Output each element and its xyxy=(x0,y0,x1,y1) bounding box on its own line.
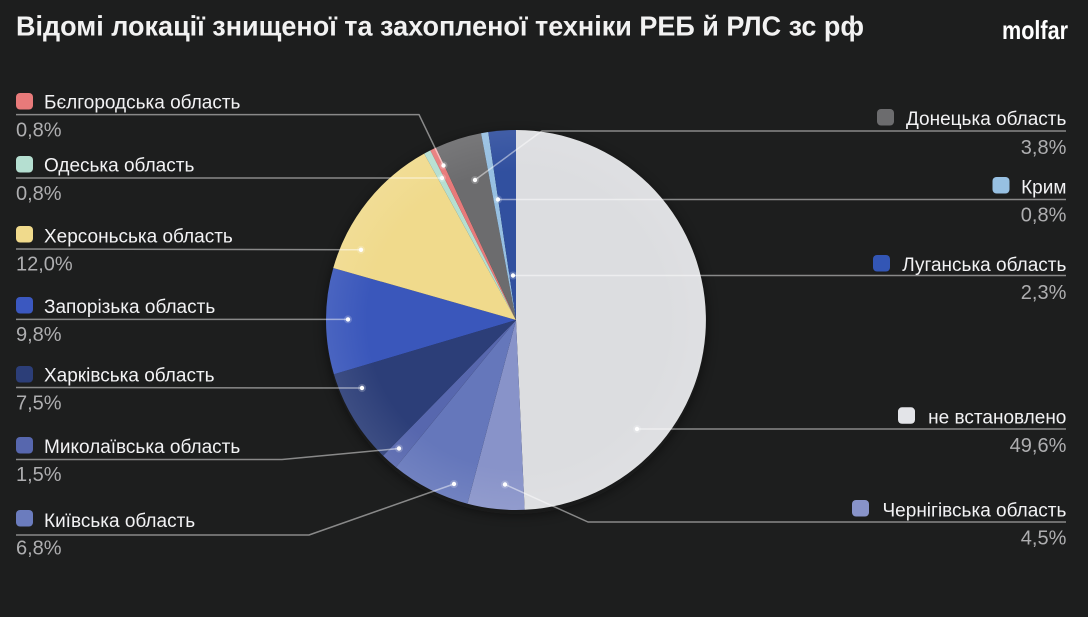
svg-text:Чернігівська область: Чернігівська область xyxy=(883,501,1067,522)
svg-text:2,3%: 2,3% xyxy=(1021,282,1067,304)
svg-text:Миколаївська область: Миколаївська область xyxy=(44,437,240,458)
svg-text:1,5%: 1,5% xyxy=(16,464,62,486)
svg-text:9,8%: 9,8% xyxy=(16,324,62,346)
svg-text:0,8%: 0,8% xyxy=(1021,205,1067,227)
svg-text:3,8%: 3,8% xyxy=(1021,137,1067,159)
svg-text:7,5%: 7,5% xyxy=(16,393,62,415)
svg-text:Запорізька область: Запорізька область xyxy=(44,297,215,318)
svg-text:12,0%: 12,0% xyxy=(16,254,73,276)
svg-text:molfar: molfar xyxy=(1002,15,1068,45)
svg-text:Харківська область: Харківська область xyxy=(44,366,215,387)
svg-text:Луганська область: Луганська область xyxy=(902,255,1066,276)
svg-text:0,8%: 0,8% xyxy=(16,120,62,142)
svg-text:6,8%: 6,8% xyxy=(16,538,62,560)
svg-text:Бєлгородська область: Бєлгородська область xyxy=(44,93,241,114)
svg-text:не встановлено: не встановлено xyxy=(928,407,1066,428)
svg-text:Крим: Крим xyxy=(1021,178,1066,199)
svg-text:Херсоньська область: Херсоньська область xyxy=(44,227,233,248)
svg-text:4,5%: 4,5% xyxy=(1021,528,1067,550)
svg-text:Київська область: Київська область xyxy=(44,511,195,532)
svg-text:Донецька область: Донецька область xyxy=(906,109,1067,130)
svg-text:49,6%: 49,6% xyxy=(1010,435,1067,457)
svg-text:Відомі локації знищеної та зах: Відомі локації знищеної та захопленої те… xyxy=(16,11,864,42)
svg-text:0,8%: 0,8% xyxy=(16,183,62,205)
svg-text:Одеська область: Одеська область xyxy=(44,156,194,177)
